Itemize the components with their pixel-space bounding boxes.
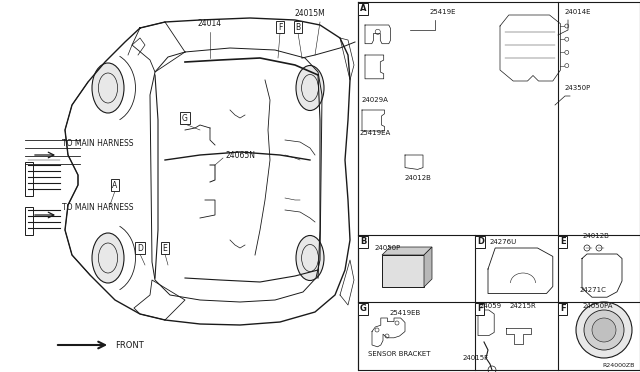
Text: TO MAIN HARNESS: TO MAIN HARNESS — [62, 203, 134, 212]
Text: SENSOR BRACKET: SENSOR BRACKET — [368, 351, 431, 357]
Bar — [382, 255, 424, 287]
Text: 24059: 24059 — [480, 303, 502, 309]
Text: F: F — [278, 22, 282, 32]
Text: 24015F: 24015F — [463, 355, 489, 361]
Polygon shape — [424, 247, 432, 287]
Bar — [25, 207, 33, 235]
Ellipse shape — [296, 235, 324, 280]
Text: 24012B: 24012B — [405, 175, 432, 181]
Circle shape — [584, 310, 624, 350]
Text: 24029A: 24029A — [362, 97, 389, 103]
Text: 25419E: 25419E — [430, 9, 456, 15]
Text: 24012B: 24012B — [583, 233, 610, 239]
Text: R24000ZB: R24000ZB — [603, 363, 635, 368]
Text: G: G — [182, 113, 188, 122]
Circle shape — [592, 318, 616, 342]
Text: 25419EA: 25419EA — [360, 130, 391, 136]
Text: TO MAIN HARNESS: TO MAIN HARNESS — [62, 139, 134, 148]
Ellipse shape — [296, 65, 324, 110]
Text: 24015M: 24015M — [294, 9, 325, 18]
Text: 25419EB: 25419EB — [390, 310, 421, 316]
Text: 24215R: 24215R — [510, 303, 537, 309]
Text: 24350P: 24350P — [565, 85, 591, 91]
Text: D: D — [477, 237, 484, 246]
Text: 24276U: 24276U — [490, 239, 517, 245]
Text: 24271C: 24271C — [580, 287, 607, 293]
Text: 24050P: 24050P — [375, 245, 401, 251]
Text: B: B — [360, 237, 366, 246]
Text: 24050PA: 24050PA — [583, 303, 614, 309]
Text: 24014: 24014 — [198, 19, 222, 28]
Text: F: F — [560, 304, 566, 313]
Ellipse shape — [92, 233, 124, 283]
Text: F: F — [477, 304, 483, 313]
Text: D: D — [137, 244, 143, 253]
Text: E: E — [163, 244, 168, 253]
Ellipse shape — [92, 63, 124, 113]
Text: 24014E: 24014E — [565, 9, 591, 15]
Circle shape — [576, 302, 632, 358]
Text: FRONT: FRONT — [115, 340, 144, 350]
Text: 24065N: 24065N — [225, 151, 255, 160]
Text: A: A — [360, 4, 367, 13]
Text: A: A — [113, 180, 118, 189]
Bar — [25, 162, 33, 196]
Text: G: G — [360, 304, 367, 313]
Polygon shape — [382, 247, 432, 255]
Text: B: B — [296, 22, 301, 32]
Text: E: E — [560, 237, 566, 246]
